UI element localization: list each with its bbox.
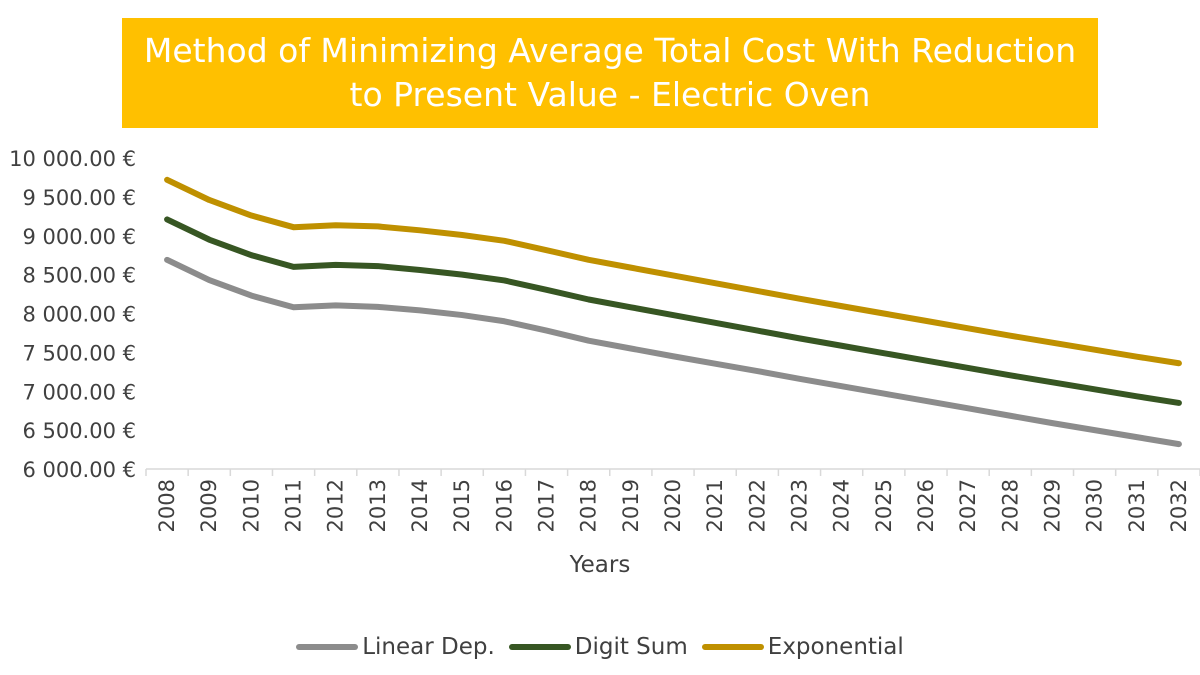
y-axis: 6 000.00 € 6 500.00 € 7 000.00 € 7 500.00 €… [9,147,136,482]
legend-swatch-digit-sum [508,644,571,650]
chart-title: Method of Minimizing Average Total Cost … [143,31,1077,114]
x-axis-label: Years [569,552,631,578]
series-line-exponential [164,176,1182,367]
series-line-linear-dep [164,256,1182,448]
x-tick-label: 2018 [577,479,601,532]
legend: Linear Dep. Digit Sum Exponential [0,631,1200,663]
legend-swatch-linear [296,644,359,650]
x-tick-label: 2010 [239,479,263,532]
x-tick-label: 2020 [661,479,685,532]
y-tick-label: 6 000.00 € [22,458,136,482]
series-group [164,176,1182,448]
y-tick-label: 7 000.00 € [22,380,136,404]
x-tick-label: 2024 [830,479,854,532]
x-tick-label: 2015 [450,479,474,532]
y-tick-label: 10 000.00 € [9,147,136,171]
legend-label-exponential: Exponential [767,634,904,660]
x-tick-label: 2011 [282,479,306,532]
x-tick-label: 2017 [535,479,559,532]
x-tick-label: 2031 [1125,479,1149,532]
y-tick-label: 7 500.00 € [22,341,136,365]
x-tick-label: 2030 [1083,479,1107,532]
x-tick-label: 2023 [787,479,811,532]
x-tick-label: 2026 [914,479,938,532]
legend-label-digit-sum: Digit Sum [574,634,688,660]
x-tick-label: 2025 [872,479,896,532]
legend-swatch-exponential [701,644,764,650]
x-tick-label: 2028 [998,479,1022,532]
x-tick-label: 2012 [324,479,348,532]
y-tick-label: 9 500.00 € [22,186,136,210]
series-line-digit-sum [164,216,1182,406]
x-tick-label: 2027 [956,479,980,532]
legend-item-exponential: Exponential [701,634,904,660]
chart-title-box: Method of Minimizing Average Total Cost … [122,18,1098,128]
y-tick-label: 9 000.00 € [22,225,136,249]
x-tick-label: 2022 [745,479,769,532]
legend-item-linear: Linear Dep. [296,634,495,660]
y-tick-label: 6 500.00 € [22,419,136,443]
x-tick-label: 2019 [619,479,643,532]
x-tick-label: 2008 [155,479,179,532]
y-tick-label: 8 000.00 € [22,303,136,327]
x-tick-label: 2021 [703,479,727,532]
y-tick-label: 8 500.00 € [22,264,136,288]
x-tick-label: 2029 [1040,479,1064,532]
legend-label-linear: Linear Dep. [362,634,495,660]
x-tick-label: 2032 [1167,479,1191,532]
x-tick-label: 2016 [492,479,516,532]
x-tick-label: 2014 [408,479,432,532]
x-axis: 2008 2009 2010 2011 2012 2013 2014 2015 2016 2017… [145,468,1200,532]
legend-item-digit-sum: Digit Sum [508,634,688,660]
x-tick-label: 2009 [197,479,221,532]
x-tick-label: 2013 [366,479,390,532]
